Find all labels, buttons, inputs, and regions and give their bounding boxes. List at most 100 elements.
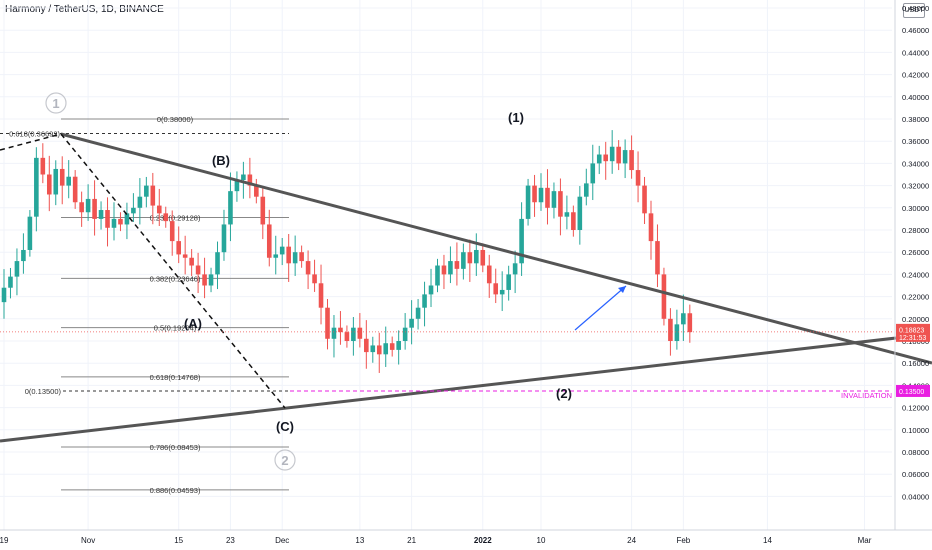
price-tick-label: 0.26000 — [902, 248, 929, 257]
drawings: INVALIDATION — [0, 132, 932, 443]
fib-label: 0(0.38000) — [157, 115, 194, 124]
fib-label: 0.786(0.08453) — [150, 443, 201, 452]
candle-body — [622, 150, 628, 164]
wave-path-segment — [0, 133, 62, 151]
wave-label: (B) — [212, 153, 230, 168]
candle-body — [616, 146, 621, 164]
candle-body — [409, 318, 414, 328]
price-tick-label: 0.38000 — [902, 115, 929, 124]
candle-body — [590, 163, 596, 184]
currency-badge[interactable]: USDT — [903, 3, 925, 18]
candle-body — [376, 345, 382, 355]
candle-body — [208, 274, 214, 286]
candle-body — [642, 185, 647, 214]
candle-body — [344, 332, 350, 341]
candle-body — [131, 207, 136, 214]
candle-body — [318, 283, 324, 308]
candle-body — [312, 274, 317, 284]
fib-label: 0.886(0.04593) — [150, 486, 201, 495]
price-tick-label: 0.10000 — [902, 426, 929, 435]
candle-body — [21, 249, 26, 262]
candle-body — [389, 343, 395, 350]
candle-body — [351, 327, 356, 341]
candle-body — [584, 183, 589, 197]
price-tick-label: 0.40000 — [902, 93, 929, 102]
time-tick-label: Feb — [676, 536, 690, 545]
candle-body — [202, 274, 207, 286]
candle-body — [215, 252, 220, 275]
fib-label: 0.236(0.29128) — [150, 213, 201, 222]
candle-body — [124, 213, 130, 225]
candle-body — [176, 241, 181, 255]
candle-body — [538, 187, 544, 203]
candle-body — [260, 196, 266, 225]
candle-body — [635, 170, 641, 186]
candle-body — [137, 196, 143, 208]
candle-body — [111, 218, 117, 228]
candle-body — [325, 307, 330, 339]
candle-body — [596, 154, 602, 164]
candle-body — [305, 261, 311, 275]
candle-body — [629, 150, 634, 171]
wave-label: 1 — [52, 96, 59, 111]
grid — [0, 0, 892, 530]
candle-body — [364, 338, 369, 353]
candle-body — [396, 341, 401, 350]
candle-body — [286, 246, 291, 264]
price-tick-label: 0.24000 — [902, 270, 929, 279]
candle-body — [564, 212, 570, 217]
time-tick-label: 13 — [355, 536, 364, 545]
candle-body — [247, 174, 253, 186]
wave-label: (C) — [276, 419, 294, 434]
candle-body — [512, 263, 518, 275]
candle-body — [195, 265, 201, 275]
price-tick-label: 0.48000 — [902, 4, 929, 13]
candle-body — [480, 249, 486, 266]
fib-label: 0.618(0.36692) — [9, 130, 60, 139]
wave-1-circle — [45, 92, 67, 114]
candle-body — [648, 213, 654, 242]
projection-arrow-head — [618, 286, 626, 293]
wave-path-segment — [60, 133, 286, 409]
time-tick-label: 2022 — [474, 536, 492, 545]
candle-body — [415, 307, 421, 319]
time-tick-label: 23 — [226, 536, 235, 545]
wave-label: (2) — [556, 386, 572, 401]
price-tick-label: 0.30000 — [902, 204, 929, 213]
candle-body — [8, 276, 13, 288]
candle-body — [66, 176, 71, 186]
candle-body — [46, 174, 52, 195]
candle-body — [674, 324, 680, 341]
candle-body — [571, 212, 576, 230]
candle-body — [474, 249, 479, 264]
candle-body — [687, 313, 693, 333]
price-tick-label: 0.20000 — [902, 315, 929, 324]
candle-body — [668, 318, 673, 341]
wave-label: (1) — [508, 110, 524, 125]
candle-body — [428, 285, 434, 295]
candle-body — [241, 174, 246, 181]
candle-body — [118, 218, 123, 225]
price-axis: 0.48000 0.46000 0.44000 0.42000 0.40000 0.380… — [894, 0, 930, 530]
candle-body — [189, 257, 194, 266]
candle-body — [499, 289, 505, 295]
candle-body — [370, 345, 376, 353]
price-tick-label: 0.12000 — [902, 404, 929, 413]
bar-countdown: 12:31:53 — [899, 335, 926, 342]
time-tick-label: 14 — [763, 536, 772, 545]
candle-body — [53, 168, 59, 195]
candle-body — [519, 218, 524, 264]
last-price-value: 0.18823 — [899, 327, 924, 334]
last-price-tag — [896, 323, 930, 342]
candle-body — [551, 191, 557, 208]
candle-body — [150, 185, 156, 206]
candle-body — [27, 216, 33, 250]
candle-body — [609, 146, 615, 162]
candles — [1, 130, 693, 373]
candle-body — [681, 313, 686, 325]
candle-body — [40, 157, 46, 175]
candle-body — [441, 265, 447, 275]
wave-annotations: 1 (B) (A) (C) 2 (1) (2) — [45, 92, 572, 471]
wave-2-circle — [274, 449, 296, 471]
